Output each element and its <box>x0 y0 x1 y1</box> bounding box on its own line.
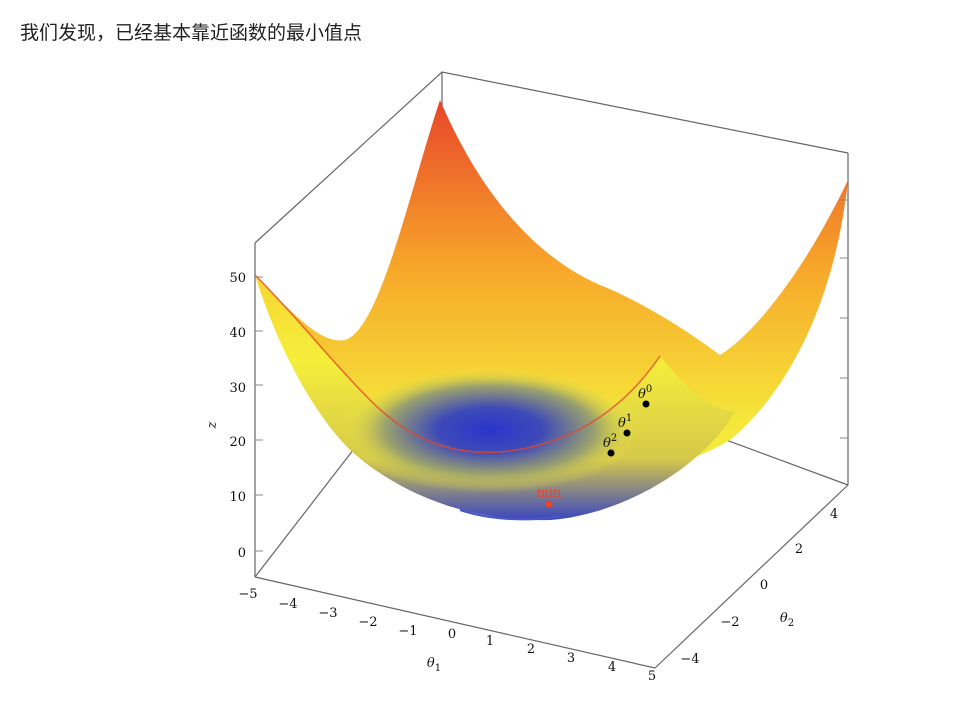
x-axis-label-text: θ <box>427 656 435 671</box>
point-theta2-base: θ <box>603 436 611 451</box>
x-tick: −1 <box>398 624 417 639</box>
x-tick: −5 <box>238 587 257 602</box>
point-theta0-base: θ <box>638 387 646 402</box>
y-tick: 2 <box>795 542 803 557</box>
z-axis-label: z <box>205 421 220 429</box>
y-axis-label-text: θ <box>780 611 788 626</box>
point-min <box>545 500 553 508</box>
x-tick: 1 <box>486 634 494 649</box>
y-tick: 0 <box>760 578 768 593</box>
y-tick: −4 <box>680 652 699 667</box>
caption-text: 我们发现，已经基本靠近函数的最小值点 <box>20 22 363 44</box>
point-theta1-base: θ <box>618 416 626 431</box>
point-min-label: min <box>537 486 562 501</box>
point-theta0-label: θ0 <box>638 384 652 402</box>
y-tick: 4 <box>830 507 838 522</box>
y-axis-label-text-sub: 2 <box>788 618 794 629</box>
x-tick-labels: −5 −4 −3 −2 −1 0 1 2 3 4 5 <box>238 587 656 684</box>
x-tick: −3 <box>318 606 337 621</box>
z-tick: 10 <box>229 490 246 505</box>
x-tick: −2 <box>358 615 377 630</box>
x-axis-label: θ1 <box>427 656 441 674</box>
x-tick: 4 <box>608 660 616 675</box>
y-axis-label: θ2 <box>780 611 794 629</box>
y-tick: −2 <box>720 615 739 630</box>
point-theta2-sup: 2 <box>611 433 617 444</box>
y-tick-labels: −4 −2 0 2 4 <box>680 507 838 667</box>
point-theta1 <box>623 429 631 437</box>
point-theta1-sup: 1 <box>626 413 632 424</box>
point-theta2 <box>607 449 615 457</box>
tick-marks <box>255 199 848 552</box>
x-tick: 5 <box>648 669 656 684</box>
point-theta0 <box>642 400 650 408</box>
x-tick: −4 <box>278 597 297 612</box>
y-axis-line <box>654 484 849 669</box>
z-tick: 40 <box>229 326 246 341</box>
z-tick: 30 <box>229 381 246 396</box>
surface-bowl-center <box>340 350 640 522</box>
x-axis-label-text-sub: 1 <box>435 663 441 674</box>
point-theta2-label: θ2 <box>603 433 617 451</box>
top-back-edge <box>254 71 849 244</box>
x-tick: 0 <box>448 627 456 642</box>
z-tick: 50 <box>229 271 246 286</box>
x-axis-line <box>254 576 656 669</box>
z-tick-labels: 50 40 30 20 10 0 <box>229 271 246 561</box>
x-tick: 2 <box>527 642 535 657</box>
surface-rim <box>254 274 661 454</box>
x-tick: 3 <box>567 651 575 666</box>
surface-bottom-rim <box>459 509 561 521</box>
point-theta0-sup: 0 <box>646 384 652 395</box>
point-theta1-label: θ1 <box>618 413 632 431</box>
z-tick: 20 <box>229 435 246 450</box>
gradient-descent-points: θ0 θ1 θ2 min <box>537 384 652 508</box>
z-tick: 0 <box>238 546 246 561</box>
